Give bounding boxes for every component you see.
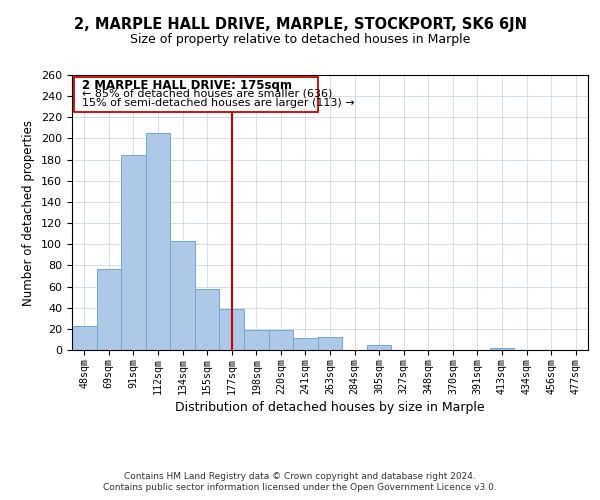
Bar bbox=[146, 133, 170, 350]
Bar bbox=[490, 348, 514, 350]
Bar bbox=[367, 344, 391, 350]
Bar bbox=[244, 330, 269, 350]
Text: Contains HM Land Registry data © Crown copyright and database right 2024.
Contai: Contains HM Land Registry data © Crown c… bbox=[103, 472, 497, 492]
Bar bbox=[121, 156, 146, 350]
Bar bbox=[293, 338, 318, 350]
Bar bbox=[220, 308, 244, 350]
Bar bbox=[97, 268, 121, 350]
X-axis label: Distribution of detached houses by size in Marple: Distribution of detached houses by size … bbox=[175, 400, 485, 413]
Bar bbox=[269, 330, 293, 350]
Bar bbox=[318, 338, 342, 350]
Bar bbox=[170, 241, 195, 350]
Text: 15% of semi-detached houses are larger (113) →: 15% of semi-detached houses are larger (… bbox=[82, 98, 355, 108]
Bar bbox=[72, 326, 97, 350]
Bar bbox=[195, 288, 220, 350]
Text: ← 85% of detached houses are smaller (636): ← 85% of detached houses are smaller (63… bbox=[82, 88, 332, 99]
Text: 2 MARPLE HALL DRIVE: 175sqm: 2 MARPLE HALL DRIVE: 175sqm bbox=[82, 79, 292, 92]
Text: 2, MARPLE HALL DRIVE, MARPLE, STOCKPORT, SK6 6JN: 2, MARPLE HALL DRIVE, MARPLE, STOCKPORT,… bbox=[74, 18, 527, 32]
FancyBboxPatch shape bbox=[74, 77, 318, 112]
Y-axis label: Number of detached properties: Number of detached properties bbox=[22, 120, 35, 306]
Text: Size of property relative to detached houses in Marple: Size of property relative to detached ho… bbox=[130, 32, 470, 46]
